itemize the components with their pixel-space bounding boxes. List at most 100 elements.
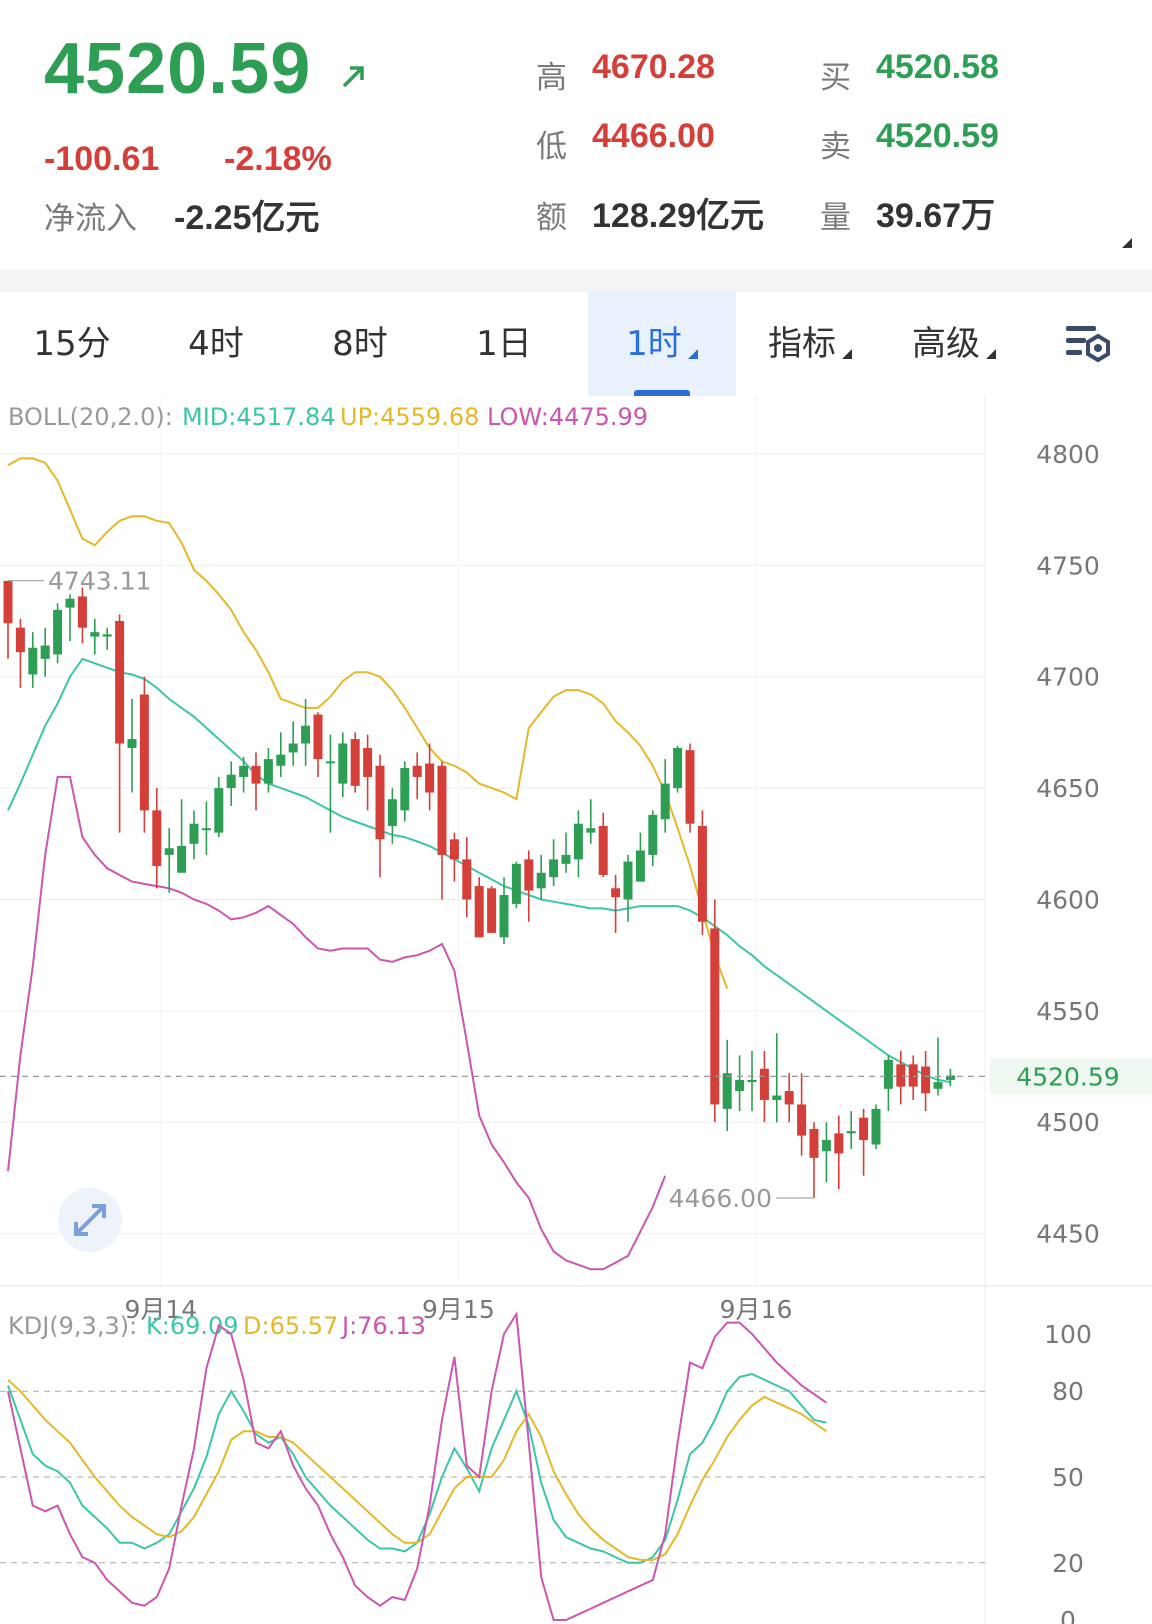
ask-label: 卖 [820,129,851,165]
candle-body [387,799,397,826]
candle-body [152,810,162,867]
candle-body [561,854,571,864]
kdj-y-tick-label: 20 [1052,1549,1084,1578]
candle-body [15,627,25,653]
up-right-arrow-icon [342,66,364,88]
kdj-j-value: J:76.13 [340,1312,426,1340]
candle-body [635,850,645,882]
candle-body [462,859,472,900]
tab-1d[interactable]: 1日 [476,324,532,364]
candle-body [499,895,509,938]
candle-body [65,598,75,608]
y-tick-label: 4750 [1036,551,1100,580]
kdj-y-tick-label: 0 [1060,1606,1076,1624]
high-annotation-label: 4743.11 [48,567,151,596]
kdj-d-line [7,1379,827,1561]
candle-body [239,765,249,777]
candle-body [697,825,707,922]
tab-15min[interactable]: 15分 [33,324,111,364]
tab-8h[interactable]: 8时 [332,324,388,364]
candle-body [883,1059,893,1089]
candle-body [139,694,149,811]
candle-body [325,761,335,764]
kdj-y-tick-label: 80 [1052,1377,1084,1406]
candle-body [301,725,311,744]
kdj-y-tick-label: 100 [1044,1320,1092,1349]
candle-body [685,750,695,824]
candle-body [226,774,236,789]
dropdown-triangle-icon [842,349,852,359]
price-change: -100.61 [44,140,160,178]
candle-body [784,1091,794,1105]
candle-body [474,886,484,938]
tab-indicators[interactable]: 指标 [740,292,880,396]
expand-corner-icon[interactable] [1122,238,1132,248]
candle-body [797,1104,807,1136]
candle-body [177,846,187,873]
last-price-label: 4520.59 [1016,1062,1119,1091]
tab-1h[interactable]: 1时 [588,292,736,396]
candle-body [821,1140,831,1152]
y-tick-label: 4550 [1036,997,1100,1026]
dropdown-triangle-icon [986,349,996,359]
candle-body [375,765,385,840]
candle-body [611,888,621,898]
boll-upper-line [7,457,729,989]
candle-body [214,788,224,833]
low-label: 低 [536,129,567,165]
active-tab-indicator [634,390,690,396]
candle-body [102,634,112,637]
candle-body [586,828,596,833]
last-price: 4520.59 [44,29,312,109]
chart-settings-icon[interactable] [1062,318,1114,370]
candle-body [288,743,298,753]
candle-body [189,823,199,844]
candle-body [313,714,323,760]
expand-arrows-icon [74,1204,106,1236]
candle-body [896,1064,906,1087]
candle-body [945,1075,955,1080]
kdj-y-tick-label: 50 [1052,1463,1084,1492]
candle-body [735,1079,745,1092]
tab-advanced[interactable]: 高级 [884,292,1024,396]
amount-value: 128.29亿元 [592,197,764,235]
price-change-pct: -2.18% [224,140,332,178]
net-inflow-label: 净流入 [44,201,137,237]
candle-body [276,754,286,766]
kdj-k-line [7,1373,827,1564]
candle-body [164,848,174,855]
y-tick-label: 4700 [1036,663,1100,692]
boll-low-value: LOW:4475.99 [487,403,648,431]
y-tick-label: 4600 [1036,885,1100,914]
x-tick-label: 9月14 [124,1295,197,1324]
quote-panel: 4520.59 -100.61 -2.18% 净流入 -2.25亿元 高 467… [0,0,1152,270]
candle-body [933,1082,943,1089]
candle-body [759,1068,769,1100]
bid-value: 4520.58 [876,48,999,86]
candle-body [834,1133,844,1154]
y-tick-label: 4650 [1036,774,1100,803]
dropdown-triangle-icon [687,349,698,359]
chart-area[interactable]: 4800 4750 4700 4650 4600 4550 4500 4450 9月14 9月15… [0,396,1152,1624]
fullscreen-button[interactable] [58,1188,122,1252]
candle-body [350,739,360,786]
bid-label: 买 [820,60,851,96]
kdj-d-value: D:65.57 [243,1312,338,1340]
candle-body [908,1064,918,1087]
candle-body [871,1108,881,1145]
candle-body [921,1066,931,1094]
net-inflow-value: -2.25亿元 [174,199,320,237]
candle-body [747,1079,757,1083]
volume-value: 39.67万 [876,197,996,235]
candle-body [412,765,422,777]
candle-body [549,859,559,878]
timeframe-tabs: 15分 4时 8时 1日 1时 指标 高级 [0,292,1152,396]
y-tick-label: 4450 [1036,1220,1100,1249]
candle-body [3,580,13,624]
tab-4h[interactable]: 4时 [188,324,244,364]
kdj-indicator-name: KDJ(9,3,3): [8,1312,137,1340]
candle-body [40,645,50,659]
boll-up-value: UP:4559.68 [340,403,479,431]
candle-body [648,814,658,855]
candle-body [598,825,608,875]
